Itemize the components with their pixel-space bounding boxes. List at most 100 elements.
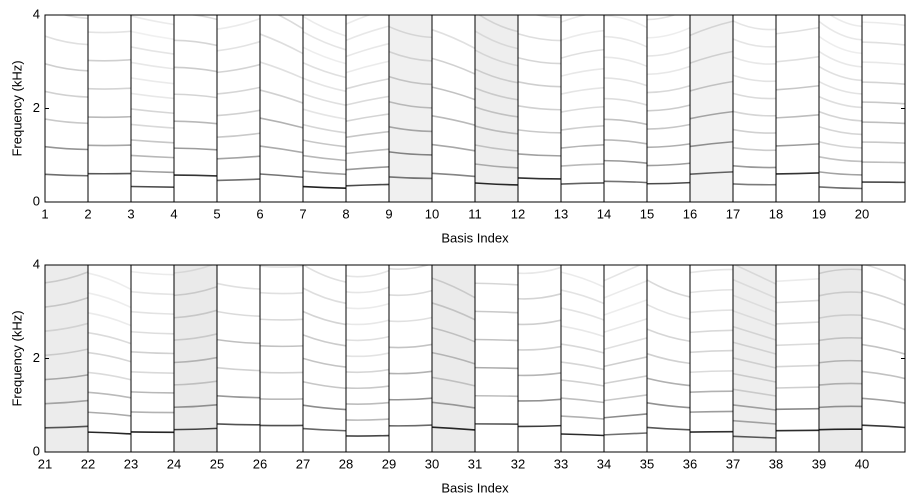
harmonic-stripe [861, 81, 905, 86]
harmonic-stripe [818, 110, 863, 122]
harmonic-stripe [646, 46, 691, 57]
formant-shade [475, 15, 518, 202]
x-axis-label: Basis Index [441, 480, 509, 495]
harmonic-stripe [560, 163, 605, 167]
harmonic-stripe [474, 106, 519, 118]
harmonic-stripe [689, 309, 734, 314]
harmonic-stripe [689, 349, 734, 354]
harmonic-stripe [689, 370, 734, 374]
harmonic-stripe [216, 86, 261, 95]
harmonic-stripe [431, 143, 476, 152]
x-tick-label: 11 [468, 206, 482, 221]
harmonic-stripe [646, 26, 691, 39]
harmonic-stripe [603, 15, 648, 29]
harmonic-stripe [431, 351, 476, 365]
harmonic-stripe [345, 418, 390, 421]
harmonic-stripe [646, 402, 691, 409]
harmonic-stripe [818, 141, 863, 149]
harmonic-stripe [474, 30, 519, 50]
x-tick-label: 23 [124, 456, 138, 471]
harmonic-stripe [45, 118, 89, 125]
harmonic-stripe [861, 343, 905, 355]
y-tick-label: 0 [33, 193, 40, 208]
y-tick-label: 2 [33, 350, 40, 365]
harmonic-stripe [346, 0, 389, 8]
harmonic-stripe [818, 50, 863, 68]
harmonic-stripe [130, 77, 175, 85]
harmonic-stripe [130, 270, 175, 276]
harmonic-stripe [345, 385, 390, 390]
harmonic-stripe [259, 265, 304, 268]
x-tick-label: 1 [41, 206, 48, 221]
harmonic-stripe [302, 108, 347, 120]
harmonic-stripe [603, 413, 648, 419]
x-tick-label: 38 [769, 456, 783, 471]
harmonic-stripe [560, 48, 605, 59]
harmonic-stripe [646, 377, 691, 387]
harmonic-stripe [560, 125, 605, 131]
harmonic-stripe [775, 299, 820, 304]
harmonic-stripe [345, 434, 390, 437]
x-tick-label: 40 [855, 456, 869, 471]
formant-shade [733, 265, 776, 452]
harmonic-stripe [646, 123, 691, 130]
harmonic-stripe [87, 58, 132, 62]
harmonic-stripe [345, 113, 390, 122]
harmonic-stripe [818, 125, 863, 136]
harmonic-stripe [277, 15, 304, 30]
harmonic-stripe [431, 376, 476, 387]
harmonic-stripe [818, 80, 863, 95]
harmonic-stripe [388, 397, 433, 401]
harmonic-stripe [474, 282, 519, 286]
harmonic-stripe [732, 435, 777, 439]
harmonic-stripe [302, 139, 347, 148]
harmonic-stripe [431, 28, 476, 50]
harmonic-stripe [345, 335, 390, 342]
harmonic-stripe [216, 132, 261, 138]
harmonic-stripe [732, 278, 777, 299]
harmonic-stripe [130, 123, 175, 129]
harmonic-stripe [345, 42, 390, 58]
x-tick-label: 20 [855, 206, 869, 221]
harmonic-stripe [603, 432, 648, 436]
harmonic-stripe [474, 310, 519, 314]
harmonic-stripe [87, 431, 132, 435]
harmonic-stripe [346, 254, 389, 261]
x-tick-label: 39 [812, 456, 826, 471]
harmonic-stripe [130, 108, 175, 115]
harmonic-stripe [775, 321, 820, 325]
harmonic-stripe [775, 277, 820, 283]
harmonic-stripe [45, 35, 89, 46]
harmonic-stripe [431, 115, 476, 126]
harmonic-stripe [216, 366, 261, 372]
harmonic-stripe [173, 309, 218, 319]
harmonic-stripe [517, 293, 562, 300]
harmonic-stripe [302, 170, 347, 176]
harmonic-stripe [474, 125, 519, 135]
harmonic-stripe [45, 374, 89, 381]
harmonic-stripe [474, 182, 519, 186]
harmonic-stripe [216, 63, 261, 74]
harmonic-stripe [646, 352, 691, 365]
harmonic-stripe [732, 128, 777, 134]
harmonic-stripe [818, 268, 863, 275]
harmonic-stripe [302, 185, 347, 189]
harmonic-stripe [45, 173, 89, 177]
harmonic-stripe [173, 147, 218, 151]
harmonic-stripe [732, 92, 777, 100]
harmonic-stripe [388, 126, 433, 133]
x-tick-label: 22 [81, 456, 95, 471]
harmonic-stripe [45, 246, 88, 258]
harmonic-stripe [861, 370, 905, 380]
x-tick-label: 25 [210, 456, 224, 471]
harmonic-stripe [187, 15, 218, 21]
harmonic-stripe [517, 32, 562, 42]
harmonic-stripe [732, 56, 777, 65]
harmonic-stripe [775, 407, 820, 411]
harmonic-stripe [130, 371, 175, 375]
x-axis-label: Basis Index [441, 230, 509, 245]
harmonic-stripe [689, 140, 734, 148]
harmonic-stripe [560, 379, 605, 387]
harmonic-stripe [517, 266, 562, 275]
